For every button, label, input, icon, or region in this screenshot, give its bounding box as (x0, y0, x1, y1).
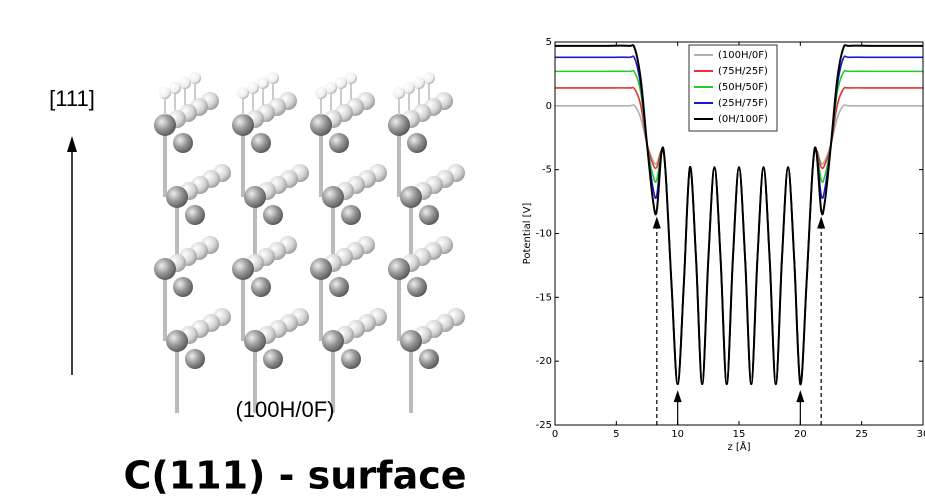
chart: -25 -20 -15 -10 -5 0 5 0 5 10 15 20 25 30 z [Å] Potenti… (522, 37, 925, 453)
atom (251, 133, 271, 153)
atom (329, 133, 349, 153)
atom (400, 330, 422, 352)
atom (407, 133, 427, 153)
hydrogen (189, 72, 201, 84)
hydrogen (335, 77, 347, 89)
annotation-arrowhead (652, 216, 661, 229)
atom (341, 349, 361, 369)
y-axis-label: Potential [V] (522, 203, 533, 265)
hydrogen (393, 87, 405, 99)
legend-label: (25H/75F) (718, 98, 768, 109)
slide-title: C(111) - surface (123, 454, 466, 498)
hydrogen (403, 82, 415, 94)
x-tick-label: 20 (794, 429, 807, 440)
hydrogen (237, 87, 249, 99)
y-tick-label: -5 (542, 165, 552, 176)
hydrogen (413, 77, 425, 89)
annotation-arrowhead (817, 216, 826, 229)
atom (166, 330, 188, 352)
x-tick-label: 5 (613, 429, 619, 440)
hydrogen (345, 72, 357, 84)
direction-arrowhead (67, 136, 77, 152)
y-tick-label: -25 (536, 420, 552, 431)
atom (419, 349, 439, 369)
hydrogen (257, 77, 269, 89)
legend-label: (75H/25F) (718, 66, 768, 77)
atom (173, 133, 193, 153)
legend-label: (50H/50F) (718, 82, 768, 93)
series-line (555, 86, 923, 385)
atom (154, 258, 176, 280)
hydrogen (247, 82, 259, 94)
legend-label: (0H/100F) (718, 114, 768, 125)
atom (232, 258, 254, 280)
atom (263, 205, 283, 225)
hydrogen (179, 77, 191, 89)
y-tick-label: -15 (536, 292, 552, 303)
hydrogen (325, 82, 337, 94)
y-tick-label: 5 (546, 37, 552, 48)
atom (185, 349, 205, 369)
series-line (555, 44, 923, 386)
atom (322, 186, 344, 208)
atom (322, 330, 344, 352)
hydrogen (423, 72, 435, 84)
direction-label: [111] (49, 86, 95, 111)
atom (154, 114, 176, 136)
plot-frame (554, 41, 924, 426)
x-tick-label: 30 (917, 429, 925, 440)
atom (251, 277, 271, 297)
legend-label: (100H/0F) (718, 50, 768, 61)
atom (263, 349, 283, 369)
series-line (555, 104, 923, 385)
atom (419, 205, 439, 225)
atom (185, 205, 205, 225)
atom (310, 258, 332, 280)
atom (166, 186, 188, 208)
atom (400, 186, 422, 208)
atom (310, 114, 332, 136)
atom (329, 277, 349, 297)
crystal-structure (154, 72, 465, 413)
x-tick-label: 25 (855, 429, 868, 440)
x-tick-label: 0 (552, 429, 558, 440)
atom (341, 205, 361, 225)
atom (407, 277, 427, 297)
structure-caption: (100H/0F) (235, 397, 334, 422)
atom (232, 114, 254, 136)
atom (173, 277, 193, 297)
x-tick-label: 10 (671, 429, 684, 440)
x-tick-label: 15 (733, 429, 746, 440)
x-axis-label: z [Å] (727, 440, 750, 453)
y-tick-label: -10 (536, 229, 552, 240)
y-tick-label: 0 (546, 101, 552, 112)
atom (388, 114, 410, 136)
atom (244, 186, 266, 208)
hydrogen (169, 82, 181, 94)
annotation-arrowhead (673, 390, 682, 403)
hydrogen (267, 72, 279, 84)
hydrogen (159, 87, 171, 99)
hydrogen (315, 87, 327, 99)
annotation-arrowhead (796, 390, 805, 403)
atom (244, 330, 266, 352)
y-tick-label: -20 (536, 356, 552, 367)
atom (388, 258, 410, 280)
